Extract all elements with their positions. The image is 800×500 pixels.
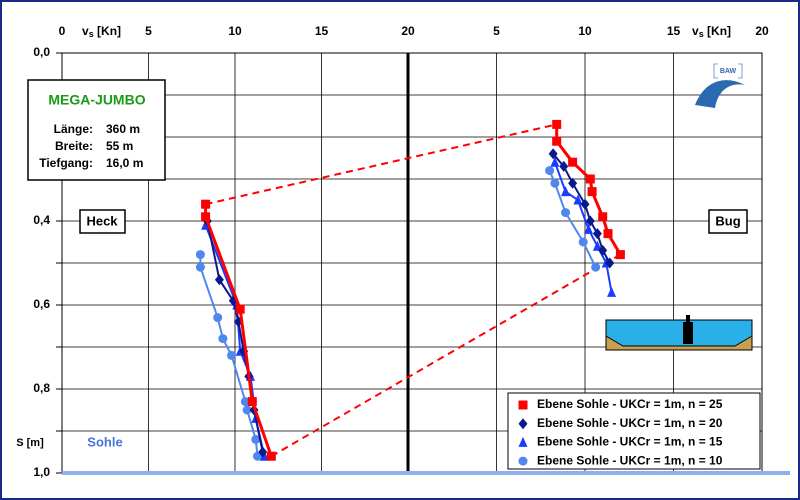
- panel-label: Bug: [715, 213, 740, 228]
- y-tick-label: 0,4: [33, 213, 50, 227]
- marker: [591, 262, 601, 272]
- marker: [195, 262, 205, 272]
- marker: [607, 286, 617, 297]
- marker: [580, 198, 590, 210]
- marker: [201, 212, 211, 222]
- marker: [242, 405, 252, 415]
- marker: [605, 257, 615, 269]
- legend-marker: [518, 436, 528, 447]
- marker: [227, 350, 237, 360]
- y-tick-label: 1,0: [33, 465, 50, 479]
- legend-marker: [518, 456, 528, 466]
- x-tick-label: 5: [493, 24, 500, 38]
- marker: [573, 194, 583, 205]
- marker: [585, 174, 595, 184]
- marker: [201, 199, 211, 209]
- x-tick-label: 0: [59, 24, 66, 38]
- marker: [252, 451, 262, 461]
- marker: [259, 450, 269, 461]
- logo: BAW: [695, 63, 745, 108]
- x-tick-label: 15: [315, 24, 329, 38]
- panel-label-box: [79, 209, 126, 234]
- marker: [561, 186, 571, 197]
- marker: [550, 156, 560, 167]
- x-axis-label: vs [Kn]: [692, 24, 731, 39]
- x-tick-label: 15: [667, 24, 681, 38]
- marker: [218, 334, 228, 344]
- legend-label: Ebene Sohle - UKCr = 1m, n = 25: [537, 397, 723, 411]
- legend-entries: Ebene Sohle - UKCr = 1m, n = 25 Ebene Soh…: [518, 397, 723, 467]
- bottom-label: Sohle: [87, 434, 122, 449]
- x-tick-label: 20: [401, 24, 415, 38]
- marker: [251, 434, 261, 444]
- marker: [552, 136, 562, 146]
- x-tick-label: 10: [228, 24, 242, 38]
- info-label: Länge:: [54, 122, 93, 136]
- y-tick-label: 0,6: [33, 297, 50, 311]
- marker: [195, 250, 205, 260]
- panel-label-box: [708, 209, 748, 234]
- marker: [214, 274, 224, 286]
- marks: [195, 119, 625, 461]
- marker: [598, 212, 608, 222]
- marker: [213, 313, 223, 323]
- legend-label: Ebene Sohle - UKCr = 1m, n = 20: [537, 416, 723, 430]
- x-axis-label: vs [Kn]: [82, 24, 121, 39]
- marker: [548, 148, 558, 160]
- marker: [603, 229, 613, 239]
- connector: [205, 123, 557, 206]
- marker: [550, 178, 560, 188]
- marker: [592, 240, 602, 251]
- info-value: 16,0 m: [106, 156, 143, 170]
- x-tick-label: 5: [145, 24, 152, 38]
- marker: [568, 157, 578, 167]
- marker: [561, 208, 571, 218]
- marker: [592, 228, 602, 240]
- ship-name: MEGA-JUMBO: [48, 92, 145, 108]
- marker: [585, 215, 595, 227]
- legend-label: Ebene Sohle - UKCr = 1m, n = 10: [537, 453, 723, 467]
- marker: [559, 160, 569, 172]
- marker: [258, 446, 268, 458]
- marker: [584, 223, 594, 234]
- y-axis-label: S [m]: [16, 437, 44, 449]
- marker: [235, 304, 245, 314]
- legend: [507, 392, 761, 470]
- info-value: 55 m: [106, 139, 133, 153]
- info-value: 360 m: [106, 122, 140, 136]
- y-tick-label: 0,8: [33, 381, 50, 395]
- legend-marker: [518, 418, 528, 430]
- grid: 0,0 0,4 0,6 0,8 1,0 0 5 10 15 20 5 10 15 20: [33, 24, 790, 479]
- logo-text: BAW: [720, 68, 737, 75]
- ship-diagram: [605, 315, 753, 351]
- marker: [568, 177, 578, 189]
- panel-label: Heck: [86, 213, 118, 228]
- x-tick-label: 10: [578, 24, 592, 38]
- y-tick-label: 0,0: [33, 45, 50, 59]
- marker: [587, 187, 597, 197]
- marker: [266, 451, 276, 461]
- marker: [598, 244, 608, 256]
- marker: [615, 250, 625, 260]
- info-label: Breite:: [55, 139, 93, 153]
- marker: [247, 397, 257, 407]
- marker: [240, 397, 250, 407]
- legend-label: Ebene Sohle - UKCr = 1m, n = 15: [537, 435, 723, 449]
- marker: [552, 119, 562, 129]
- marker: [545, 166, 555, 176]
- info-label: Tiefgang:: [39, 156, 93, 170]
- legend-marker: [518, 400, 528, 410]
- info-box: [27, 79, 166, 181]
- marker: [578, 237, 588, 247]
- x-tick-label: 20: [755, 24, 769, 38]
